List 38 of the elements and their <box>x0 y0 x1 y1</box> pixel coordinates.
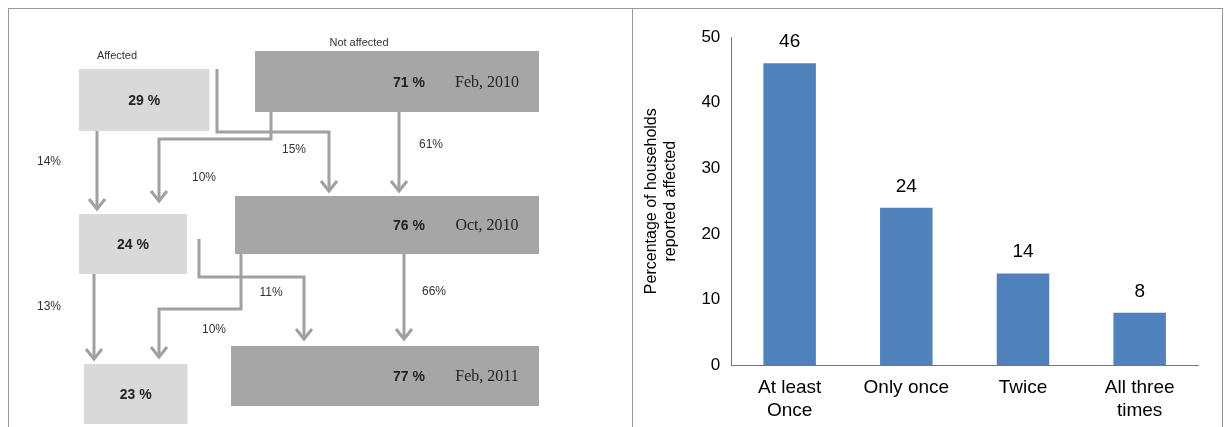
bar <box>1113 312 1166 366</box>
data-label: 29 % <box>128 92 161 108</box>
data-label: 77 % <box>393 368 426 384</box>
bar <box>763 63 816 366</box>
text: 14% <box>36 154 62 168</box>
bar <box>880 207 933 366</box>
data-label: 71 % <box>393 73 426 90</box>
text: 10% <box>201 322 227 336</box>
series-label: Affected <box>96 49 138 61</box>
text: 66% <box>421 284 447 298</box>
y-tick-label: 10 <box>701 289 721 309</box>
y-tick-label: 20 <box>701 223 721 243</box>
y-tick-label: 40 <box>701 92 721 112</box>
y-tick-label: 0 <box>710 355 721 375</box>
x-tick-label: At least Once <box>757 376 823 420</box>
data-label: 23 % <box>119 386 153 402</box>
category-label: Oct, 2010 <box>455 216 519 233</box>
text: 10% <box>191 170 217 184</box>
x-tick-label: Only once <box>863 376 950 398</box>
text: 15% <box>281 142 307 156</box>
data-label: 76 % <box>393 217 426 233</box>
category-label: Feb, 2010 <box>455 72 519 90</box>
text: 11% <box>259 285 283 299</box>
data-label: 24 % <box>117 236 150 252</box>
text: 61% <box>418 137 444 151</box>
series-label: Not affected <box>329 36 389 48</box>
data-label: 46 <box>779 30 801 52</box>
y-tick-label: 50 <box>701 26 721 46</box>
text: 13% <box>36 299 62 313</box>
data-label: 8 <box>1134 279 1145 301</box>
bar <box>996 273 1050 366</box>
data-label: 14 <box>1012 240 1034 262</box>
x-tick-label: Twice <box>998 376 1048 398</box>
data-label: 24 <box>895 174 918 196</box>
x-tick-label: All three times <box>1104 376 1175 420</box>
y-tick-label: 30 <box>701 158 721 178</box>
y-axis-title: Percentage of households reported affected <box>642 108 679 295</box>
category-label: Feb, 2011 <box>455 367 519 384</box>
